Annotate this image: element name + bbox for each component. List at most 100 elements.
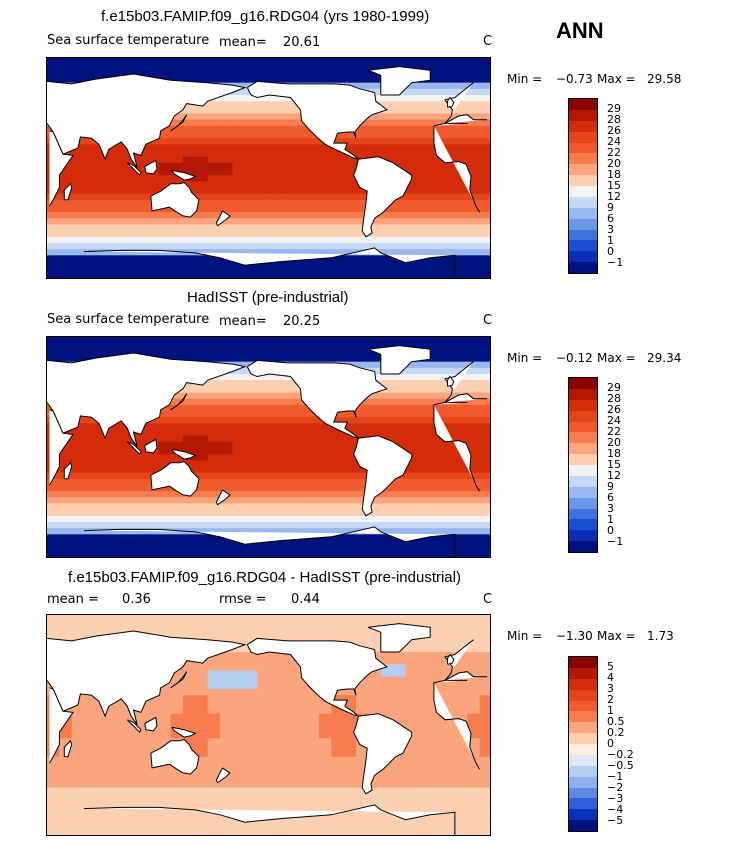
field-cell [195, 707, 209, 715]
field-cell [343, 187, 357, 195]
field-cell [96, 621, 110, 628]
field-cell [306, 472, 320, 480]
field-cell [170, 349, 184, 357]
field-cell [182, 261, 196, 269]
field-cell [306, 701, 320, 709]
continent-outline [84, 526, 456, 557]
field-cell [479, 429, 490, 437]
field-cell [121, 206, 135, 213]
field-cell [257, 218, 271, 226]
field-cell [145, 187, 159, 195]
colorbar-tick-label: 6 [607, 491, 614, 504]
field-cell [121, 707, 135, 715]
field-cell [269, 236, 283, 244]
field-cell [257, 273, 271, 278]
field-cell [281, 199, 295, 207]
field-cell [170, 64, 184, 71]
field-cell [281, 193, 295, 201]
field-cell [430, 726, 444, 733]
field-cell [145, 144, 159, 152]
field-cell [343, 76, 357, 84]
field-cell [59, 454, 73, 461]
field-cell [306, 546, 320, 554]
field-cell [96, 224, 110, 232]
field-cell [442, 64, 456, 71]
field-cell [244, 466, 258, 474]
field-cell [269, 552, 283, 557]
field-cell [454, 70, 468, 78]
field-cell [59, 787, 73, 795]
field-cell [71, 732, 85, 739]
field-cell [479, 64, 490, 71]
field-cell [306, 343, 320, 350]
field-cell [430, 273, 444, 278]
field-cell [380, 255, 394, 263]
field-cell [393, 150, 407, 158]
field-cell [417, 689, 431, 696]
field-cell [417, 781, 431, 789]
field-cell [145, 812, 159, 820]
field-cell [244, 243, 258, 250]
field-cell [269, 441, 283, 449]
field-cell [133, 485, 147, 492]
field-cell [442, 509, 456, 517]
field-cell [244, 150, 258, 158]
field-cell [182, 627, 196, 635]
colorbar-cell [569, 153, 597, 165]
field-cell [145, 528, 159, 535]
field-cell [158, 552, 172, 557]
colorbar-tick-label: 29 [607, 381, 621, 394]
field-cell [281, 738, 295, 746]
field-cell [442, 497, 456, 505]
field-cell [393, 411, 407, 418]
field-cell [145, 787, 159, 795]
field-cell [269, 169, 283, 176]
field-cell [368, 261, 382, 269]
field-cell [170, 806, 184, 813]
field-cell [96, 540, 110, 548]
field-cell [195, 769, 209, 776]
colorbar-tick-label: 0.2 [607, 726, 625, 739]
field-cell [170, 818, 184, 826]
field-cell [244, 355, 258, 363]
continent-outline [84, 247, 456, 278]
field-cell [232, 156, 246, 164]
field-cell [145, 454, 159, 461]
field-cell [232, 546, 246, 554]
field-cell [182, 435, 196, 443]
field-cell [294, 132, 308, 139]
field-cell [306, 800, 320, 807]
field-cell [220, 775, 234, 783]
field-cell [158, 726, 172, 733]
field-cell [133, 181, 147, 189]
field-cell [331, 522, 345, 529]
colorbar-cell [569, 678, 597, 690]
field-cell [108, 255, 122, 263]
field-cell [108, 812, 122, 820]
field-cell [269, 261, 283, 269]
field-cell [393, 528, 407, 535]
field-cell [479, 435, 490, 443]
field-cell [417, 162, 431, 170]
field-cell [71, 249, 85, 256]
field-cell [430, 392, 444, 400]
field-cell [442, 113, 456, 121]
field-cell [294, 726, 308, 733]
field-cell [195, 738, 209, 746]
field-cell [479, 169, 490, 176]
field-cell [356, 411, 369, 418]
field-cell [145, 181, 159, 189]
field-cell [145, 224, 159, 232]
field-cell [380, 818, 394, 826]
field-cell [467, 701, 481, 709]
field-cell [417, 273, 431, 278]
field-cell [417, 125, 431, 133]
field-cell [294, 719, 308, 727]
field-cell [232, 676, 246, 684]
field-cell [294, 423, 308, 431]
colorbar-cell [569, 465, 597, 476]
field-cell [269, 199, 283, 207]
field-cell [380, 664, 394, 672]
panel-3-colorbar [568, 656, 598, 832]
field-cell [133, 615, 147, 622]
